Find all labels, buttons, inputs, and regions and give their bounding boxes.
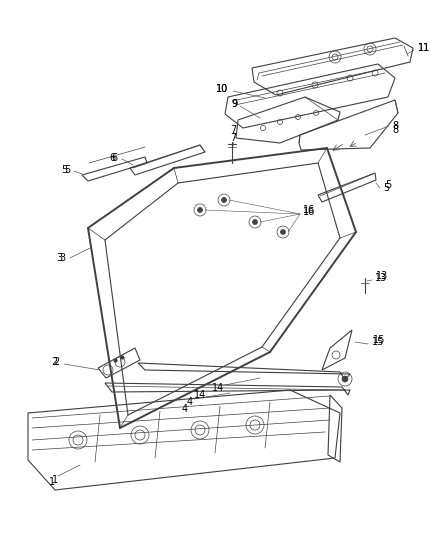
Text: 11: 11 (418, 43, 430, 53)
Text: 3: 3 (59, 253, 65, 263)
Circle shape (342, 376, 348, 382)
Circle shape (198, 207, 202, 213)
Text: 10: 10 (216, 84, 228, 94)
Text: 1: 1 (52, 475, 58, 485)
Text: 8: 8 (392, 121, 398, 131)
Text: 13: 13 (376, 271, 388, 281)
Text: 3: 3 (56, 253, 62, 263)
Text: 7: 7 (230, 133, 236, 143)
Text: 16: 16 (303, 207, 315, 217)
Text: 2: 2 (51, 357, 57, 367)
Text: 9: 9 (231, 99, 237, 109)
Text: 11: 11 (418, 43, 430, 53)
Text: 10: 10 (216, 84, 228, 94)
Text: 2: 2 (54, 357, 60, 367)
Text: 1: 1 (49, 477, 55, 487)
Text: 7: 7 (230, 125, 236, 135)
Circle shape (222, 198, 226, 203)
Text: 4: 4 (187, 397, 193, 407)
Text: 14: 14 (194, 390, 206, 400)
Text: 4: 4 (182, 404, 188, 414)
Text: 5: 5 (61, 165, 67, 175)
Text: 14: 14 (212, 383, 224, 393)
Text: 5: 5 (64, 165, 70, 175)
Circle shape (252, 220, 258, 224)
Text: 6: 6 (109, 153, 115, 163)
Text: 5: 5 (385, 180, 391, 190)
Text: 8: 8 (392, 125, 398, 135)
Text: 13: 13 (375, 273, 387, 283)
Text: 15: 15 (373, 335, 385, 345)
Text: 15: 15 (372, 337, 385, 347)
Text: 6: 6 (112, 153, 118, 163)
Text: 9: 9 (231, 99, 237, 109)
Text: 5: 5 (383, 183, 389, 193)
Circle shape (280, 230, 286, 235)
Text: 16: 16 (303, 205, 315, 215)
